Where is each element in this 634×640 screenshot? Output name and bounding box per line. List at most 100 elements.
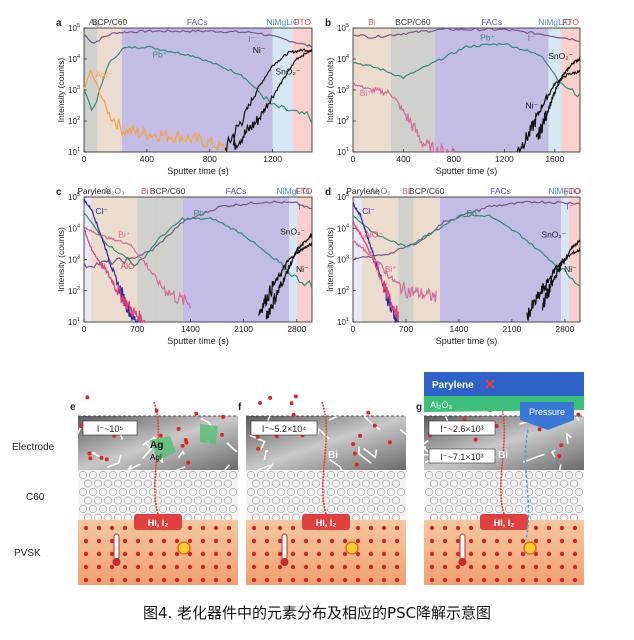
perovskite-layer: [424, 520, 584, 585]
series-line: [352, 221, 399, 322]
c60-molecule: [169, 488, 177, 496]
c60-molecule: [119, 471, 127, 479]
lattice-ion: [429, 538, 435, 544]
lattice-ion: [277, 525, 283, 531]
iodide-ion: [87, 451, 92, 456]
lattice-ion: [213, 538, 219, 544]
lattice-ion: [368, 564, 374, 570]
c60-molecule: [307, 505, 315, 513]
c60-molecule: [297, 505, 305, 513]
c60-molecule: [470, 496, 478, 505]
c60-molecule: [317, 505, 325, 513]
c60-molecule: [297, 488, 305, 496]
lattice-ion: [290, 525, 296, 531]
c60-molecule: [570, 496, 578, 505]
c60-molecule: [229, 471, 237, 479]
lattice-ion: [174, 538, 180, 544]
series-line: [535, 56, 581, 140]
lattice-ion: [429, 577, 435, 583]
lattice-ion: [546, 577, 552, 583]
hi-label: HI, I₂: [494, 518, 515, 528]
iodide-ion: [154, 408, 159, 413]
iodide-ion: [255, 435, 260, 440]
lattice-ion: [277, 538, 283, 544]
c60-molecule: [99, 488, 107, 496]
lattice-ion: [96, 525, 102, 531]
c60-molecule: [204, 479, 212, 488]
x-axis-label: Sputter time (s): [436, 336, 498, 346]
c60-molecule: [450, 496, 458, 505]
lattice-ion: [468, 564, 474, 570]
perovskite-layer: [246, 520, 406, 585]
c60-molecule: [159, 488, 167, 496]
lattice-ion: [122, 525, 128, 531]
lattice-ion: [174, 577, 180, 583]
lattice-ion: [429, 564, 435, 570]
series-line: [83, 228, 146, 324]
series-label: Pb⁺: [193, 208, 208, 218]
y-tick-label: 104: [337, 54, 349, 64]
x-tick-label: 1200: [495, 154, 514, 164]
lattice-ion: [494, 577, 500, 583]
series-line: [265, 232, 313, 320]
concentration-label-2: I⁻~7.1×10³: [440, 452, 483, 462]
lattice-ion: [481, 551, 487, 557]
layer-band: [296, 197, 312, 322]
lattice-ion: [442, 538, 448, 544]
metal-label: Bi: [498, 450, 508, 461]
lattice-ion: [200, 577, 206, 583]
layer-label: FTO: [296, 186, 313, 196]
lattice-ion: [303, 564, 309, 570]
lattice-ion: [290, 564, 296, 570]
y-tick-label: 103: [337, 85, 349, 95]
c60-molecule: [470, 479, 478, 488]
c60-molecule: [540, 496, 548, 505]
c60-molecule: [392, 496, 400, 505]
c60-molecule: [332, 496, 340, 505]
lattice-ion: [96, 551, 102, 557]
y-axis-label: Intensity (counts): [325, 227, 335, 292]
lattice-ion: [520, 577, 526, 583]
c60-molecule: [139, 488, 147, 496]
lattice-ion: [251, 564, 257, 570]
c60-molecule: [575, 488, 583, 496]
c60-molecule: [575, 471, 583, 479]
thermometer-icon: [113, 533, 120, 561]
perovskite-layer: [78, 520, 238, 585]
series-label: Pb⁺: [480, 32, 495, 42]
series-label: SnO₂⁻: [276, 67, 301, 77]
lattice-ion: [559, 525, 565, 531]
series-label: SnO₂⁻: [548, 51, 573, 61]
layer-band: [548, 28, 562, 152]
lattice-ion: [533, 551, 539, 557]
y-tick-label: 105: [337, 23, 349, 33]
lattice-ion: [572, 525, 578, 531]
parylene-label: Parylene: [432, 380, 474, 391]
lattice-ion: [316, 551, 322, 557]
y-axis-label: Intensity (counts): [56, 227, 66, 292]
c60-molecule: [367, 505, 375, 513]
c60-molecule: [252, 496, 260, 505]
c60-molecule: [445, 488, 453, 496]
layer-band: [182, 197, 290, 322]
c60-molecule: [530, 496, 538, 505]
c60-molecule: [505, 488, 513, 496]
c60-molecule: [302, 496, 310, 505]
grain-boundary: [551, 449, 556, 458]
c60-molecule: [352, 496, 360, 505]
c60-molecule: [184, 479, 192, 488]
c60-molecule: [189, 471, 197, 479]
c60-molecule: [272, 496, 280, 505]
iodide-ion: [219, 432, 224, 437]
x-tick-label: 1400: [449, 324, 468, 334]
x-tick-label: 1600: [545, 154, 564, 164]
c60-molecule: [209, 471, 217, 479]
concentration-box: [428, 420, 496, 436]
lattice-ion: [83, 577, 89, 583]
lattice-ion: [442, 564, 448, 570]
lattice-ion: [135, 551, 141, 557]
lattice-ion: [533, 564, 539, 570]
c60-molecule: [189, 505, 197, 513]
panel-letter: a: [56, 18, 62, 29]
iodide-ion: [387, 440, 392, 445]
